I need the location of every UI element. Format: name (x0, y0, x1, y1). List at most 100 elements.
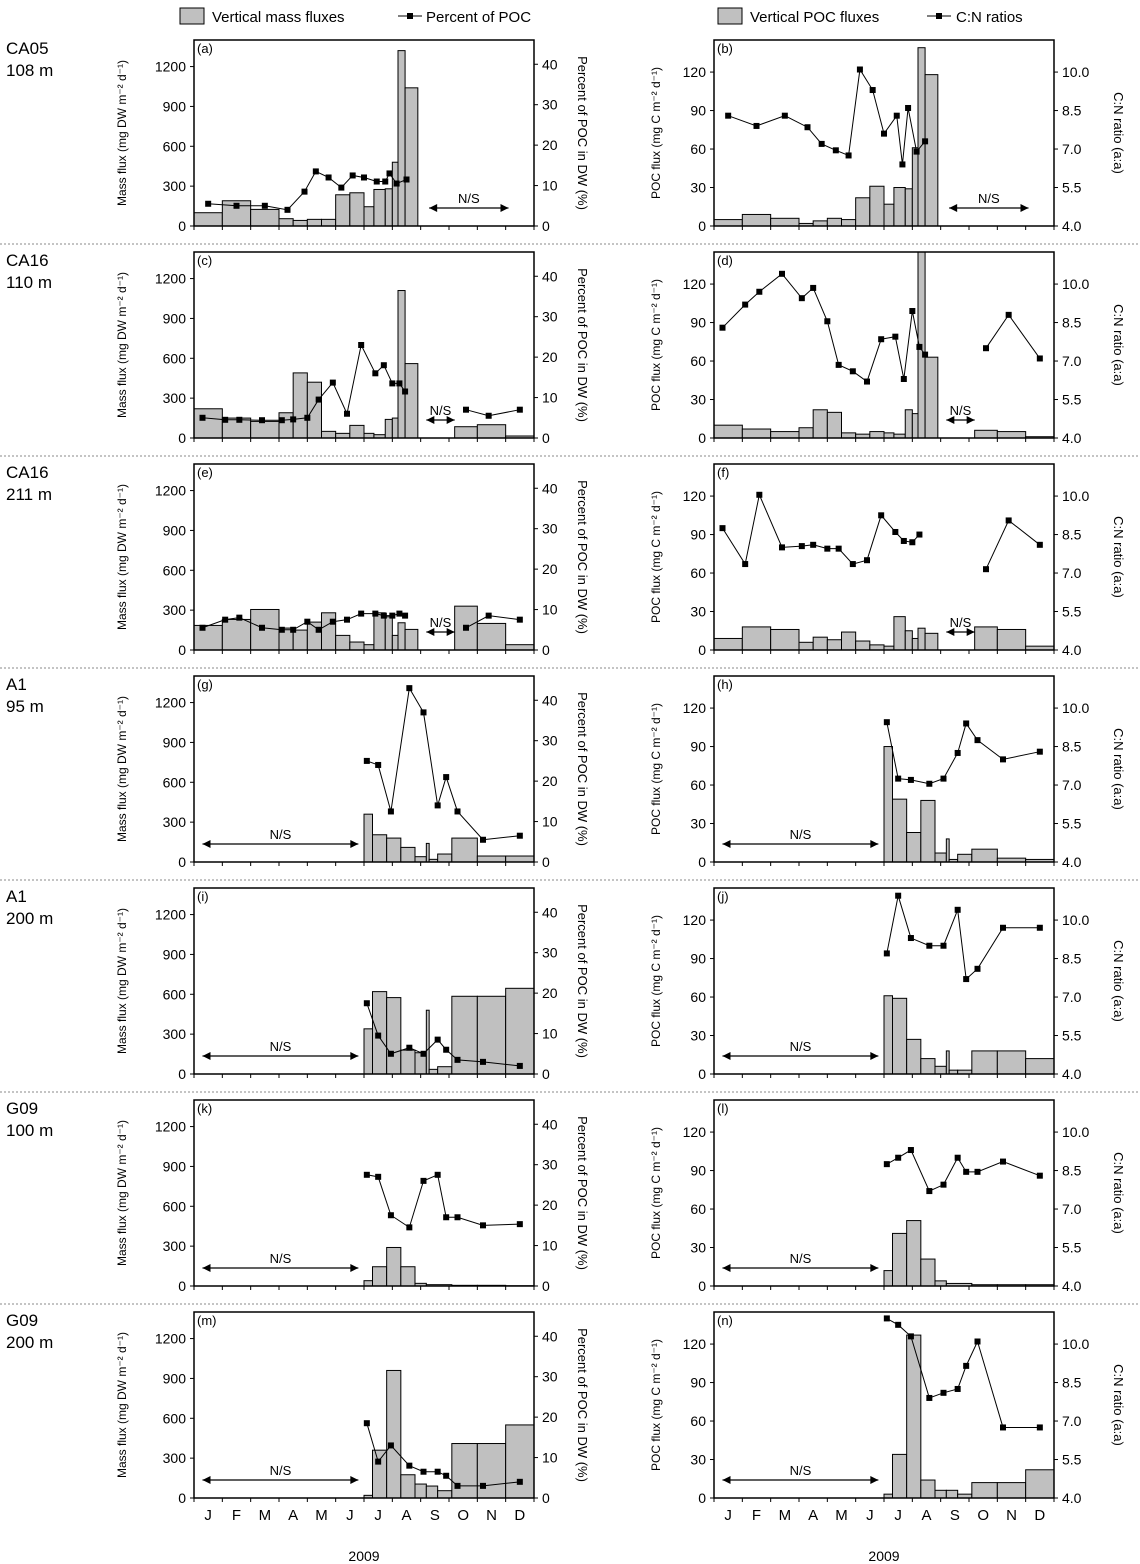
ratio-marker (1000, 1158, 1006, 1165)
y2-tick-label: 40 (542, 1116, 558, 1132)
flux-bar (920, 1479, 936, 1499)
ratio-marker (387, 1442, 394, 1449)
flux-bar (391, 161, 399, 227)
flux-bar (924, 74, 939, 227)
flux-bar (505, 855, 535, 863)
flux-bar (924, 632, 939, 651)
y2-tick-label: 10 (542, 390, 558, 406)
y-tick-label: 60 (690, 1201, 706, 1217)
ratio-marker (380, 362, 387, 369)
legend-mass-flux-label: Vertical mass fluxes (212, 9, 345, 26)
row-labels: CA05 108 m CA16 110 m CA16 211 m A1 95 m A1 200 m… (0, 39, 1140, 1352)
flux-bar (373, 188, 386, 227)
ns-arrow-head-left (722, 840, 731, 848)
flux-bar (971, 1482, 998, 1499)
ratio-marker (382, 178, 389, 185)
y-tick-label: 90 (690, 315, 706, 331)
ratio-marker (719, 324, 726, 331)
ratio-marker (261, 202, 268, 209)
ratio-marker (387, 1050, 394, 1057)
flux-bar (372, 834, 388, 863)
x-tick-label: A (288, 1507, 298, 1524)
flux-bar (476, 855, 507, 863)
ratio-marker (983, 566, 989, 573)
ratio-marker (954, 749, 961, 756)
ns-arrow-head-right (350, 1264, 359, 1272)
y2-tick-label: 10 (542, 1238, 558, 1254)
ratio-marker (375, 1458, 382, 1465)
flux-bar (505, 644, 535, 651)
flux-bar (292, 629, 308, 651)
flux-bar (363, 1028, 373, 1075)
ratio-marker (406, 1044, 413, 1051)
ratio-marker (725, 112, 732, 119)
flux-bar (391, 634, 399, 651)
y-tick-label: 600 (163, 1410, 187, 1426)
ratio-marker (516, 832, 523, 839)
y2-tick-label: 7.0 (1062, 1413, 1082, 1429)
ratio-marker (824, 318, 831, 325)
y2-tick-label: 8.5 (1062, 527, 1082, 543)
y2-tick-label: 10.0 (1062, 64, 1089, 80)
ratio-marker (406, 1224, 413, 1231)
y2-tick-label: 5.5 (1062, 816, 1082, 832)
panel-letter: (i) (197, 889, 209, 904)
legend-marker-swatch (407, 13, 413, 19)
ratio-marker (883, 1315, 890, 1322)
ratio-marker (940, 1389, 947, 1396)
ratio-marker (480, 1482, 486, 1489)
flux-bar (505, 1424, 535, 1499)
row-station-label: A1 (6, 675, 27, 694)
y2-tick-label: 5.5 (1062, 1452, 1082, 1468)
ratio-marker (926, 780, 933, 787)
flux-bar (321, 430, 337, 439)
flux-bar (363, 644, 375, 651)
flux-bar (414, 856, 427, 863)
y-tick-label: 600 (163, 138, 187, 154)
y-tick-label: 900 (163, 734, 187, 750)
ns-arrow-head-left (946, 416, 955, 424)
ratio-marker (810, 541, 817, 548)
flux-bar (193, 624, 223, 651)
y-tick-label: 90 (690, 739, 706, 755)
ratio-marker (756, 288, 763, 295)
ratio-marker (974, 737, 981, 744)
ratio-marker (387, 808, 394, 815)
y2-axis-title: C:N ratio (a:a) (1111, 940, 1126, 1022)
row-depth-label: 95 m (6, 697, 44, 716)
panel-n: N/S (n) 0 30 60 90 120 4.0 5.5 7.0 8.5 10.0 POC flux… (649, 1311, 1126, 1524)
ratio-line (985, 519, 1041, 570)
y2-axis-title: Percent of POC in DW (%) (575, 1116, 590, 1270)
ratio-marker (363, 1171, 370, 1178)
ratio-marker (895, 1321, 902, 1328)
ratio-marker (516, 1062, 523, 1069)
y2-tick-label: 10 (542, 1026, 558, 1042)
ratio-marker (926, 1188, 933, 1195)
ratio-marker (389, 612, 396, 619)
flux-bar (770, 431, 800, 439)
flux-bar (855, 197, 871, 227)
ns-arrow-head-left (429, 204, 438, 212)
flux-bar (904, 188, 913, 227)
ratio-line (366, 1003, 520, 1067)
ratio-marker (895, 775, 902, 782)
ratio-marker (954, 1154, 961, 1161)
y2-tick-label: 40 (542, 268, 558, 284)
y-tick-label: 0 (698, 642, 706, 658)
y2-tick-label: 40 (542, 692, 558, 708)
flux-bar (400, 1474, 416, 1499)
y2-tick-label: 10 (542, 178, 558, 194)
y2-axis-title: Percent of POC in DW (%) (575, 904, 590, 1058)
flux-bar (971, 848, 998, 863)
ratio-marker (516, 1478, 523, 1485)
ratio-marker (349, 172, 356, 179)
ratio-marker (756, 491, 763, 498)
row-station-label: G09 (6, 1099, 38, 1118)
x-tick-label: M (315, 1507, 328, 1524)
ratio-marker (974, 965, 981, 972)
ratio-marker (974, 1338, 981, 1345)
ratio-marker (883, 719, 890, 726)
panel-frame (713, 251, 1055, 439)
row-depth-label: 211 m (6, 485, 52, 504)
